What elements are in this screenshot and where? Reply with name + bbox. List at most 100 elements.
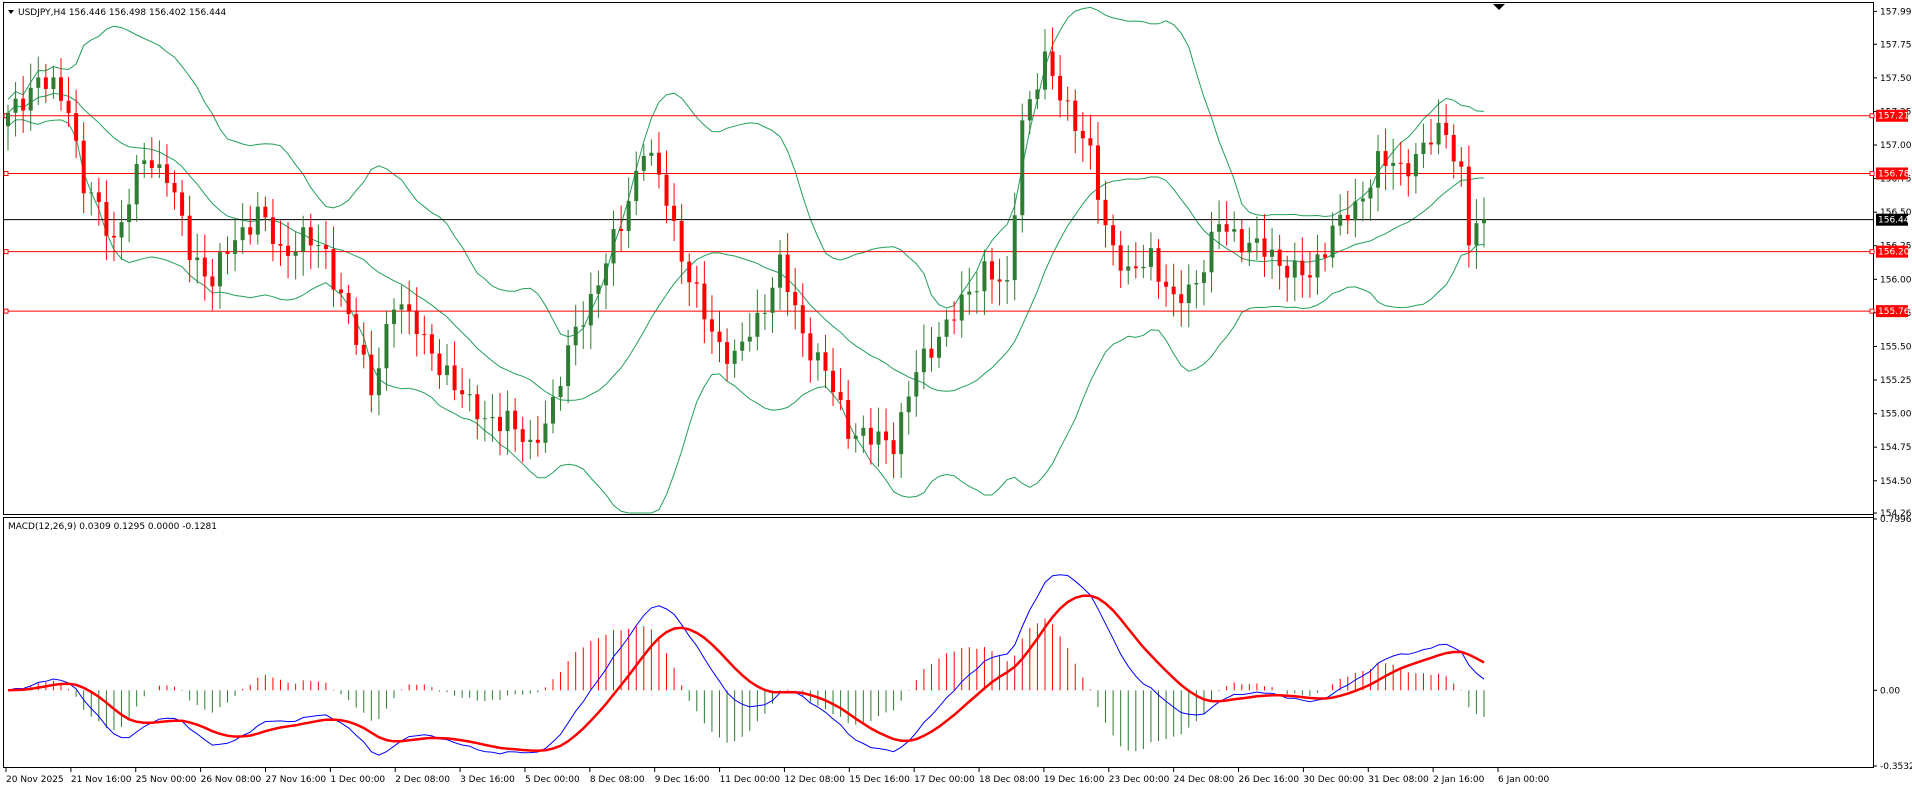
candle bbox=[550, 379, 555, 434]
candle bbox=[422, 315, 427, 355]
candle bbox=[104, 180, 109, 261]
candle bbox=[346, 284, 351, 325]
time-tick-label: 12 Dec 08:00 bbox=[784, 775, 845, 785]
price-tick-label: 156.500 bbox=[1880, 208, 1912, 218]
candle bbox=[1012, 192, 1017, 301]
candle bbox=[1277, 234, 1282, 290]
candle bbox=[66, 77, 71, 127]
candle bbox=[876, 407, 881, 467]
candle bbox=[740, 322, 745, 361]
macd-axis: 0.7996 0.00 -0.3532 bbox=[1873, 515, 1912, 772]
candle bbox=[929, 327, 934, 372]
candle bbox=[339, 272, 344, 307]
candle bbox=[513, 398, 518, 452]
candle bbox=[694, 265, 699, 308]
price-tags: 157.218 156.788 156.206 155.763 156.444 bbox=[1876, 109, 1912, 318]
level-anchor[interactable] bbox=[1869, 113, 1875, 119]
level-anchor[interactable] bbox=[3, 308, 9, 314]
level-anchor[interactable] bbox=[3, 249, 9, 255]
candle bbox=[1232, 211, 1237, 242]
candle bbox=[301, 215, 306, 276]
candle bbox=[1376, 134, 1381, 212]
candle bbox=[1383, 128, 1388, 191]
candle bbox=[528, 419, 533, 460]
bollinger-middle-band bbox=[7, 92, 1485, 401]
candle bbox=[1126, 245, 1131, 285]
candle bbox=[180, 179, 185, 236]
candle bbox=[641, 144, 646, 181]
time-tick-label: 6 Jan 00:00 bbox=[1498, 775, 1550, 785]
level-anchor[interactable] bbox=[1869, 308, 1875, 314]
candle bbox=[1194, 270, 1199, 309]
candle bbox=[732, 339, 737, 378]
horizontal-levels[interactable] bbox=[3, 113, 1875, 314]
macd-tick-label: -0.3532 bbox=[1880, 762, 1912, 772]
candle bbox=[233, 218, 238, 272]
candle bbox=[1270, 228, 1275, 280]
candle bbox=[134, 154, 139, 222]
candle bbox=[596, 270, 601, 319]
candle bbox=[407, 280, 412, 335]
candle bbox=[702, 261, 707, 344]
candle bbox=[74, 89, 79, 158]
time-tick-label: 18 Dec 08:00 bbox=[979, 775, 1040, 785]
shift-marker-icon[interactable] bbox=[1493, 4, 1505, 10]
candle bbox=[1239, 219, 1244, 263]
candle bbox=[331, 226, 336, 307]
price-tick-label: 154.500 bbox=[1880, 477, 1912, 487]
candle bbox=[376, 347, 381, 416]
candle bbox=[51, 65, 56, 100]
candle bbox=[6, 104, 10, 151]
candle bbox=[997, 258, 1002, 306]
candle bbox=[990, 247, 994, 304]
candle bbox=[210, 258, 215, 311]
candle bbox=[467, 378, 472, 412]
candle bbox=[1247, 227, 1252, 267]
candle bbox=[399, 285, 404, 334]
level-anchor[interactable] bbox=[3, 170, 9, 176]
level-price-label: 157.218 bbox=[1878, 112, 1912, 122]
candle bbox=[778, 240, 783, 310]
level-anchor[interactable] bbox=[1869, 170, 1875, 176]
candle bbox=[392, 298, 397, 348]
candle bbox=[1020, 103, 1025, 233]
level-price-tag bbox=[1876, 305, 1908, 318]
candle bbox=[1103, 181, 1108, 248]
candle bbox=[1360, 181, 1365, 222]
candle bbox=[520, 416, 525, 463]
candle bbox=[1292, 242, 1297, 302]
time-tick-label: 2 Dec 08:00 bbox=[395, 775, 450, 785]
candle bbox=[96, 177, 101, 226]
price-tick-label: 157.000 bbox=[1880, 141, 1912, 151]
time-tick-label: 26 Nov 08:00 bbox=[201, 775, 262, 785]
candle bbox=[1148, 232, 1153, 281]
price-tick-label: 154.750 bbox=[1880, 443, 1912, 453]
level-anchor[interactable] bbox=[1869, 249, 1875, 255]
candle bbox=[762, 294, 767, 330]
candle bbox=[785, 233, 790, 316]
candle bbox=[286, 222, 291, 279]
level-price-label: 156.788 bbox=[1878, 169, 1912, 179]
macd-lines bbox=[7, 574, 1485, 756]
candle bbox=[384, 310, 389, 391]
candle bbox=[361, 322, 366, 369]
dropdown-triangle-icon[interactable] bbox=[8, 10, 14, 14]
time-tick-label: 31 Dec 08:00 bbox=[1368, 775, 1429, 785]
candle bbox=[157, 140, 162, 178]
time-tick-label: 15 Dec 16:00 bbox=[849, 775, 910, 785]
candle bbox=[1413, 142, 1418, 194]
candle bbox=[1186, 264, 1191, 328]
time-tick-label: 2 Jan 16:00 bbox=[1433, 775, 1485, 785]
candle bbox=[815, 343, 820, 381]
bollinger-bands bbox=[7, 6, 1485, 514]
candle bbox=[626, 177, 631, 249]
candle bbox=[1133, 242, 1138, 279]
candle bbox=[1254, 216, 1259, 260]
candle bbox=[323, 221, 328, 270]
candle bbox=[1307, 251, 1312, 298]
level-price-tag bbox=[1876, 167, 1908, 180]
candle bbox=[952, 301, 957, 335]
candle bbox=[1073, 89, 1078, 154]
candle bbox=[278, 220, 283, 266]
